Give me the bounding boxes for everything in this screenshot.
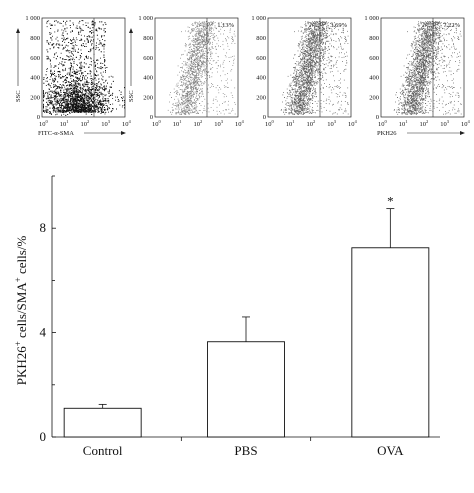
flow-y-tick: 800 — [143, 35, 153, 42]
flow-x-tick: 103 — [440, 119, 450, 128]
flow-frame — [154, 17, 239, 118]
flow-y-tick: 600 — [30, 55, 40, 62]
y-tick-label: 8 — [40, 220, 47, 235]
flow-y-tick: 600 — [256, 55, 266, 62]
flow-x-tick: 100 — [152, 119, 162, 128]
flow-frame — [41, 17, 126, 118]
flow-x-tick: 101 — [60, 119, 69, 128]
svg-text:FITC-α-SMA: FITC-α-SMA — [38, 130, 74, 137]
gate-percent: 1.13% — [217, 22, 234, 29]
flow-y-tick: 0 — [263, 114, 266, 121]
flow-x-tick: 103 — [327, 119, 337, 128]
flow-x-label: FITC-α-SMA — [38, 130, 126, 137]
flow-x-tick: 103 — [214, 119, 224, 128]
flow-y-tick: 0 — [37, 114, 40, 121]
category-label: Control — [83, 443, 123, 458]
flow-y-tick: 800 — [256, 35, 266, 42]
flow-y-tick: 1 000 — [251, 15, 266, 22]
flow-y-label: SSC — [128, 28, 135, 102]
flow-frame — [380, 17, 465, 118]
flow-x-tick: 100 — [378, 119, 388, 128]
flow-y-tick: 1 000 — [25, 15, 40, 22]
flow-y-tick: 0 — [376, 114, 379, 121]
bar-pbs — [207, 341, 285, 438]
flow-y-tick: 200 — [369, 94, 379, 101]
flow-x-tick: 101 — [286, 119, 295, 128]
bar-control — [63, 407, 142, 438]
y-tick-label: 0 — [40, 429, 47, 444]
gate-percent: 7.22% — [443, 22, 460, 29]
flow-x-tick: 103 — [101, 119, 111, 128]
flow-x-tick: 102 — [81, 119, 90, 128]
flow-y-tick: 200 — [256, 94, 266, 101]
flow-x-tick: 104 — [461, 119, 471, 128]
flow-dots — [167, 21, 236, 115]
flow-x-tick: 102 — [420, 119, 429, 128]
flow-x-tick: 102 — [307, 119, 316, 128]
flow-frame — [267, 17, 352, 118]
bar-ova — [351, 247, 430, 438]
flow-y-label: SSC — [15, 28, 22, 102]
svg-text:SSC: SSC — [15, 90, 22, 102]
category-label: PBS — [234, 443, 257, 458]
flow-dots — [280, 21, 349, 115]
flow-y-tick: 1 000 — [138, 15, 153, 22]
flow-y-tick: 200 — [143, 94, 153, 101]
flow-x-tick: 101 — [173, 119, 182, 128]
flow-y-tick: 400 — [30, 75, 40, 82]
category-label: OVA — [377, 443, 404, 458]
flow-x-label: PKH26 — [377, 130, 465, 137]
flow-x-tick: 104 — [235, 119, 245, 128]
y-tick-label: 4 — [40, 325, 47, 340]
flow-x-tick: 100 — [265, 119, 275, 128]
gate-percent: 3.69% — [330, 22, 347, 29]
bar-chart: 0 4 8 Control PBS OVA * PKH26+ cells/SMA+ cells… — [13, 175, 440, 458]
flow-y-tick: 800 — [369, 35, 379, 42]
flow-x-tick: 104 — [122, 119, 132, 128]
flow-y-tick: 400 — [143, 75, 153, 82]
flow-dots — [43, 20, 125, 116]
flow-y-tick: 800 — [30, 35, 40, 42]
flow-y-tick: 1 000 — [364, 15, 379, 22]
flow-y-tick: 200 — [30, 94, 40, 101]
flow-y-tick: 600 — [369, 55, 379, 62]
flow-y-tick: 0 — [150, 114, 153, 121]
flow-x-tick: 100 — [39, 119, 49, 128]
flow-y-tick: 400 — [369, 75, 379, 82]
flow-x-tick: 101 — [399, 119, 408, 128]
flow-x-tick: 104 — [348, 119, 358, 128]
y-axis-label: PKH26+ cells/SMA+ cells/% — [13, 236, 29, 386]
flow-y-tick: 600 — [143, 55, 153, 62]
flow-y-tick: 400 — [256, 75, 266, 82]
flow-x-tick: 102 — [194, 119, 203, 128]
significance-marker: * — [387, 194, 394, 209]
flow-dots — [393, 21, 462, 115]
